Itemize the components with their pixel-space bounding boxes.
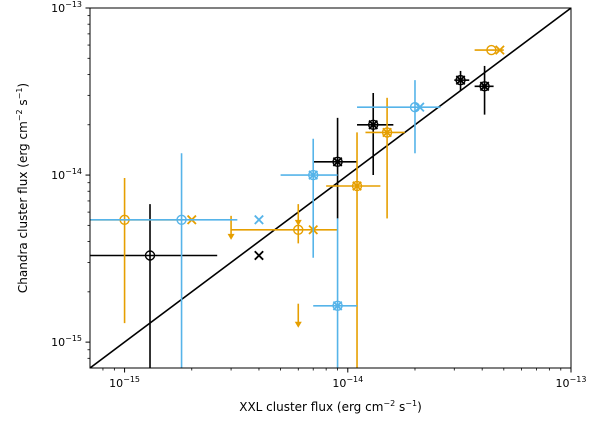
circle-marker xyxy=(308,169,319,181)
x-marker xyxy=(455,75,466,85)
data-point-blue-29 xyxy=(414,102,425,112)
data-point-orange-19 xyxy=(382,127,392,138)
upper-limit-arrow xyxy=(227,233,235,240)
x-axis-label: XXL cluster flux (erg cm−2​ s−1​) xyxy=(239,399,422,414)
data-point-black-5 xyxy=(368,119,379,130)
data-point-black-8 xyxy=(474,65,494,115)
data-point-orange-21 xyxy=(495,45,505,55)
data-point-black-7 xyxy=(455,75,466,85)
upper-limit-arrow xyxy=(294,219,302,226)
data-point-blue-25 xyxy=(308,170,319,180)
x-marker xyxy=(254,214,264,225)
circle-marker xyxy=(455,74,466,86)
x-marker xyxy=(308,170,319,180)
y-tick-label-1: 10−14 xyxy=(51,167,82,182)
x-marker xyxy=(254,250,264,261)
data-point-blue-27 xyxy=(332,300,343,311)
y-axis-label: Chandra cluster flux (erg cm−2​ s−1​) xyxy=(15,83,30,293)
data-point-orange-16 xyxy=(326,132,381,368)
x-marker xyxy=(495,45,505,55)
upper-limit-arrow xyxy=(294,321,302,328)
data-point-blue-22 xyxy=(90,153,238,368)
x-marker xyxy=(382,127,392,138)
x-tick-label-1: 10−14 xyxy=(332,375,363,390)
data-point-blue-24 xyxy=(280,138,338,258)
circle-marker xyxy=(332,300,343,311)
data-point-orange-15 xyxy=(294,303,302,328)
plot-frame xyxy=(89,7,572,369)
circle-marker xyxy=(332,156,343,168)
data-point-black-9 xyxy=(479,81,490,92)
data-point-black-1 xyxy=(254,250,264,261)
data-point-blue-26 xyxy=(313,218,358,368)
circle-marker xyxy=(368,119,379,130)
data-point-orange-12 xyxy=(231,204,338,244)
chart-axes: 10−15 10−14 10−13 10−15 10−14 10−13 xyxy=(51,0,586,390)
data-point-blue-28 xyxy=(357,80,441,154)
x-tick-label-2: 10−13 xyxy=(556,375,587,390)
chart-marks xyxy=(90,8,571,368)
x-marker xyxy=(414,102,425,112)
circle-marker xyxy=(144,250,156,261)
x-marker xyxy=(368,119,379,130)
x-marker xyxy=(332,300,343,311)
data-point-black-2 xyxy=(313,117,358,219)
circle-marker xyxy=(381,127,393,138)
circle-marker xyxy=(479,81,490,92)
data-point-orange-17 xyxy=(352,181,362,191)
x-marker xyxy=(479,81,490,92)
data-point-blue-23 xyxy=(254,214,264,225)
one-to-one-line xyxy=(90,8,571,368)
circle-marker xyxy=(176,214,187,225)
data-point-black-3 xyxy=(332,156,343,167)
circle-marker xyxy=(351,180,363,192)
data-point-black-0 xyxy=(90,204,218,368)
circle-marker xyxy=(486,44,497,56)
data-point-orange-18 xyxy=(365,97,405,219)
x-marker xyxy=(352,181,362,191)
data-point-orange-10 xyxy=(90,178,182,324)
x-tick-label-0: 10−15 xyxy=(109,375,140,390)
x-marker xyxy=(332,156,343,167)
y-tick-label-0: 10−15 xyxy=(51,334,82,349)
y-tick-label-2: 10−13 xyxy=(51,0,82,15)
